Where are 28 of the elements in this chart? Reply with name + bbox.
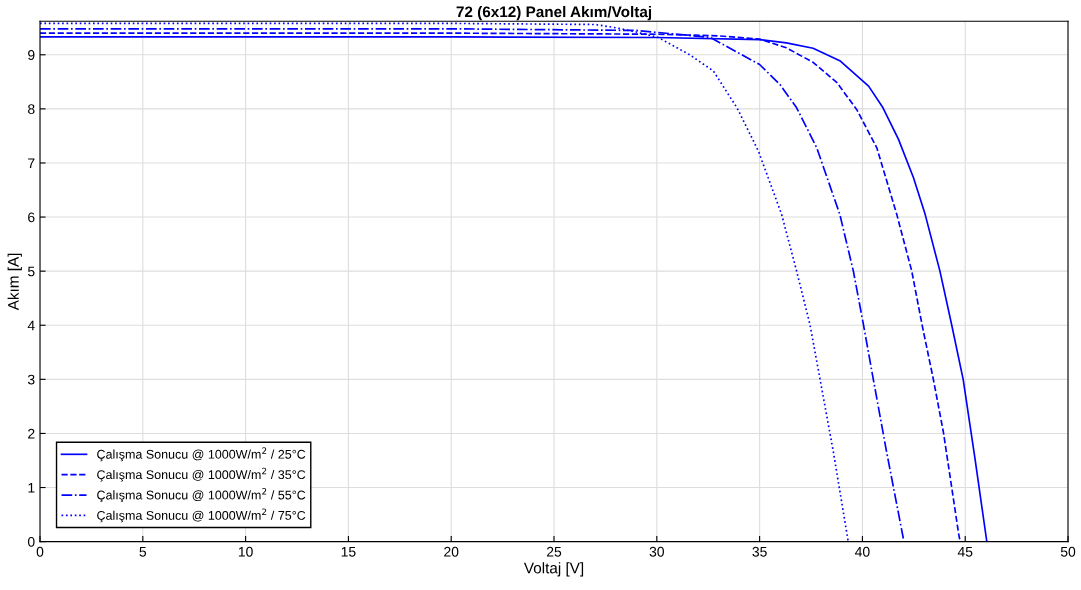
x-tick-label: 35 (752, 546, 767, 557)
y-tick-label: 2 (28, 428, 35, 439)
legend-label: Çalışma Sonucu @ 1000W/m$^{2}$ / 55°C (97, 488, 306, 502)
x-tick-label: 15 (341, 546, 356, 557)
x-tick-label: 45 (957, 546, 973, 557)
x-tick-label: 5 (139, 546, 147, 557)
y-axis-title: Akım [A] (7, 253, 22, 311)
x-tick-label: 25 (546, 546, 562, 557)
x-tick-label: 30 (649, 546, 664, 557)
x-tick-label: 10 (238, 546, 253, 557)
chart-title: 72 (6x12) Panel Akım/Voltaj (456, 6, 652, 21)
legend-label: Çalışma Sonucu @ 1000W/m$^{2}$ / 25°C (97, 447, 306, 462)
y-tick-label: 8 (28, 104, 35, 115)
y-tick-label: 7 (28, 158, 35, 168)
x-axis-title: Voltaj [V] (523, 562, 584, 577)
y-tick-label: 5 (27, 266, 35, 277)
y-tick-label: 6 (28, 212, 35, 223)
x-tick-label: 50 (1060, 546, 1076, 557)
x-tick-label: 0 (36, 546, 44, 557)
y-tick-label: 4 (27, 320, 35, 331)
y-tick-label: 0 (27, 536, 35, 547)
y-tick-label: 9 (28, 50, 35, 60)
x-tick-label: 40 (855, 546, 870, 557)
legend-label: Çalışma Sonucu @ 1000W/m$^{2}$ / 35°C (97, 467, 306, 482)
legend-label: Çalışma Sonucu @ 1000W/m$^{2}$ / 75°C (97, 508, 306, 523)
x-tick-label: 20 (444, 546, 459, 557)
y-tick-label: 3 (27, 374, 35, 385)
y-tick-label: 1 (28, 483, 35, 493)
